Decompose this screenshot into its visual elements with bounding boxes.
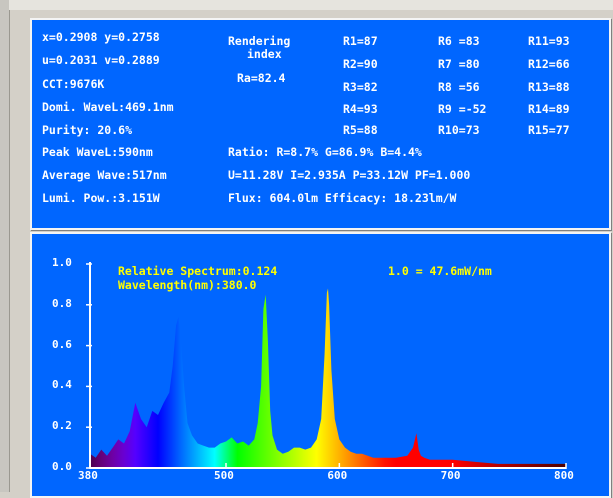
r6-value: R6 =83 [438, 34, 480, 48]
r13-value: R13=88 [528, 80, 570, 94]
y-tick-label: 1.0 [52, 256, 72, 269]
rendering-index-label-2: index [247, 47, 282, 61]
y-tick-label: 0.4 [52, 378, 72, 392]
ra-value: Ra=82.4 [237, 71, 286, 85]
r15-value: R15=77 [528, 123, 570, 137]
y-tick-label: 0.8 [52, 296, 72, 310]
average-wavelength: Average Wave:517nm [42, 168, 167, 182]
top-frame-gap [9, 0, 613, 10]
dominant-wavelength: Domi. WaveL:469.1nm [42, 100, 174, 114]
r1-value: R1=87 [343, 34, 378, 48]
relative-spectrum-readout: Relative Spectrum:0.124 [118, 264, 278, 278]
electrical-parameters: U=11.28V I=2.935A P=33.12W PF=1.000 [228, 168, 471, 182]
flux-efficacy: Flux: 604.0lm Efficacy: 18.23lm/W [228, 191, 457, 205]
left-frame-edge [0, 0, 10, 492]
luminous-power: Lumi. Pow.:3.151W [42, 191, 160, 205]
peak-wavelength: Peak WaveL:590nm [42, 145, 153, 159]
x-tick-label: 500 [214, 469, 234, 482]
r11-value: R11=93 [528, 34, 570, 48]
r4-value: R4=93 [343, 102, 378, 116]
y-tick-label: 0.0 [52, 460, 72, 473]
wavelength-readout: Wavelength(nm):380.0 [118, 278, 257, 292]
y-tick-label: 0.6 [52, 337, 72, 351]
r7-value: R7 =80 [438, 57, 480, 71]
rendering-index-label: Rendering [228, 34, 291, 48]
spectrum-panel: Relative Spectrum:0.124 1.0 = 47.6mW/nm … [30, 232, 611, 498]
x-tick-label: 700 [440, 469, 461, 482]
measurement-readout-panel: x=0.2908 y=0.2758 u=0.2031 v=0.2889 CCT:… [30, 18, 611, 230]
r14-value: R14=89 [528, 102, 570, 116]
scale-readout: 1.0 = 47.6mW/nm [388, 264, 492, 278]
y-tick-label: 0.2 [52, 419, 72, 433]
cct-value: CCT:9676K [42, 77, 105, 91]
r8-value: R8 =56 [438, 80, 480, 94]
x-tick-label: 600 [327, 469, 348, 482]
r3-value: R3=82 [343, 80, 378, 94]
r12-value: R12=66 [528, 57, 570, 71]
x-tick-label: 800 [554, 469, 574, 482]
purity-value: Purity: 20.6% [42, 123, 133, 137]
r9-value: R9 =-52 [438, 102, 487, 116]
r5-value: R5=88 [343, 123, 378, 137]
chromaticity-xy: x=0.2908 y=0.2758 [42, 30, 160, 44]
spectrum-chart [86, 262, 567, 469]
chromaticity-uv: u=0.2031 v=0.2889 [42, 53, 160, 67]
r10-value: R10=73 [438, 123, 480, 137]
rgb-ratio: Ratio: R=8.7% G=86.9% B=4.4% [228, 145, 422, 159]
spectrum-area [90, 288, 566, 468]
x-tick-label: 380 [78, 469, 98, 482]
r2-value: R2=90 [343, 57, 378, 71]
